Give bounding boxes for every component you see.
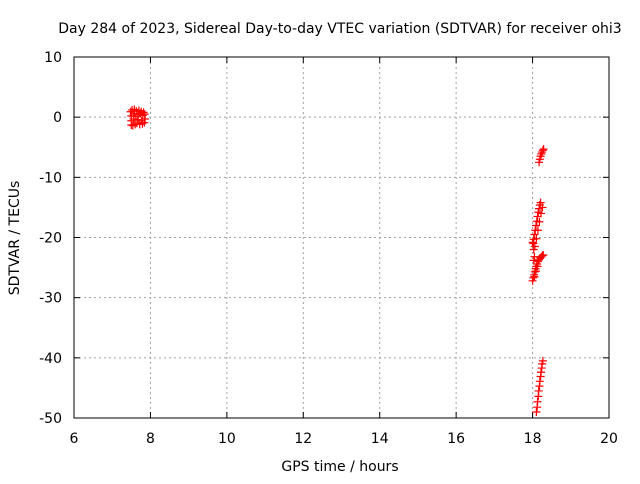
data-point	[537, 149, 546, 158]
y-tick-label: 10	[44, 50, 62, 66]
y-tick-label: -40	[39, 351, 62, 367]
data-point	[534, 386, 543, 395]
x-tick-label: 18	[524, 431, 542, 447]
data-point	[538, 251, 547, 260]
data-point	[530, 272, 539, 281]
data-point	[535, 377, 544, 386]
data-point	[127, 120, 136, 129]
y-tick-label: -30	[39, 291, 62, 307]
data-point	[134, 115, 143, 124]
y-tick-label: 0	[53, 110, 62, 126]
data-point	[532, 267, 541, 276]
data-point	[528, 238, 537, 247]
data-point	[141, 114, 150, 123]
data-point	[536, 368, 545, 377]
y-tick-label: -20	[39, 231, 62, 247]
tick-labels: 6 8 10 12 14 16 18 20 -50 -40 -30 -20 -10 0 10	[39, 50, 618, 447]
data-point	[532, 234, 541, 243]
x-tick-label: 12	[294, 431, 312, 447]
data-point	[138, 119, 147, 128]
data-point	[529, 245, 538, 254]
data-point	[535, 204, 544, 213]
x-tick-label: 20	[600, 431, 618, 447]
data-point	[539, 250, 548, 259]
data-point	[533, 397, 542, 406]
data-points	[126, 105, 548, 416]
data-point	[530, 230, 539, 239]
data-point	[538, 203, 547, 212]
data-point	[533, 226, 542, 235]
data-point	[538, 356, 547, 365]
data-point	[532, 407, 541, 416]
grid-lines	[74, 57, 609, 418]
data-point	[538, 146, 547, 155]
data-point	[536, 209, 545, 218]
x-tick-label: 14	[371, 431, 389, 447]
x-tick-label: 16	[447, 431, 465, 447]
data-point	[533, 262, 542, 271]
data-point	[537, 252, 546, 261]
y-tick-label: -10	[39, 170, 62, 186]
x-tick-label: 10	[218, 431, 236, 447]
x-axis-label: GPS time / hours	[281, 459, 398, 475]
data-point	[140, 118, 149, 127]
data-point	[130, 105, 139, 114]
data-point	[139, 108, 148, 117]
x-tick-label: 8	[146, 431, 155, 447]
data-point	[529, 256, 538, 265]
y-tick-label: -50	[39, 411, 62, 427]
chart-title: Day 284 of 2023, Sidereal Day-to-day VTE…	[58, 21, 621, 37]
data-point	[535, 217, 544, 226]
y-axis-label: SDTVAR / TECUs	[7, 181, 23, 296]
data-point	[539, 145, 548, 154]
data-point	[530, 252, 539, 261]
x-tick-label: 6	[70, 431, 79, 447]
data-point	[536, 198, 545, 207]
axis-ticks	[73, 56, 610, 419]
data-point	[532, 221, 541, 230]
